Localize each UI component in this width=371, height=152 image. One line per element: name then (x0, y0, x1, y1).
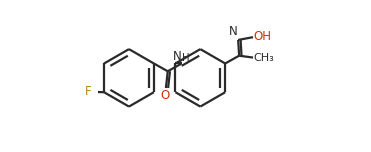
Text: F: F (85, 85, 92, 98)
Text: CH₃: CH₃ (253, 53, 274, 63)
Text: N: N (229, 26, 237, 38)
Text: O: O (161, 89, 170, 102)
Text: H: H (182, 53, 190, 63)
Text: OH: OH (253, 30, 272, 43)
Text: N: N (173, 50, 181, 63)
